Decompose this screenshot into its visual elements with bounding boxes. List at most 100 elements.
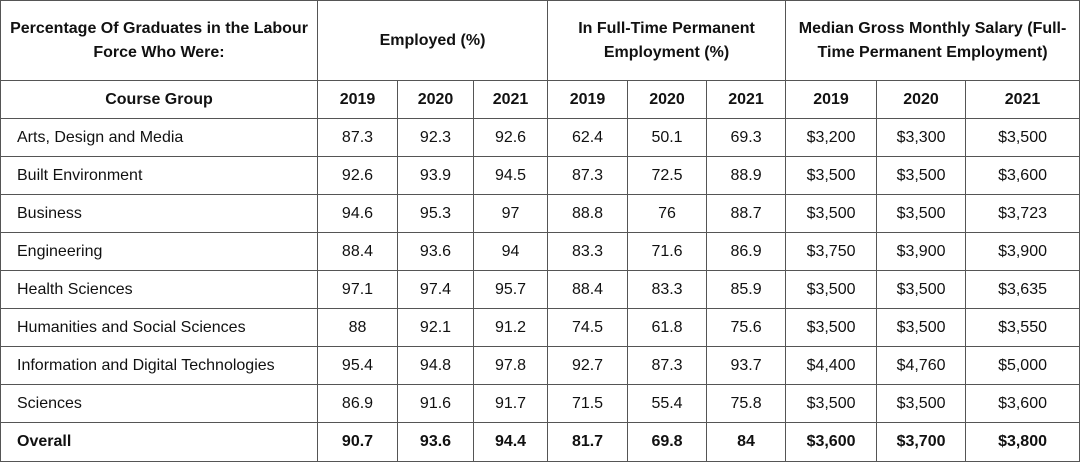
overall-row: Overall 90.7 93.6 94.4 81.7 69.8 84 $3,600 $3,70…	[0, 422, 1080, 462]
table-row: Sciences 86.9 91.6 91.7 71.5 55.4 75.8 $3,500 $3…	[0, 384, 1080, 423]
value-cell: 93.7	[706, 346, 787, 385]
table-corner-header: Percentage Of Graduates in the Labour Fo…	[0, 0, 318, 81]
value-cell: 55.4	[627, 384, 708, 423]
value-cell: 94.5	[472, 156, 549, 195]
value-cell: $3,900	[965, 232, 1080, 271]
value-cell: $3,500	[876, 384, 967, 423]
value-cell: $4,400	[785, 346, 878, 385]
value-cell: $3,800	[965, 422, 1080, 462]
course-group-cell: Built Environment	[0, 156, 318, 195]
value-cell: 75.6	[706, 308, 787, 347]
value-cell: $3,500	[876, 270, 967, 309]
value-cell: $3,500	[965, 118, 1080, 157]
year-header: 2021	[472, 80, 549, 119]
year-header: 2019	[785, 80, 878, 119]
value-cell: 97.8	[472, 346, 549, 385]
value-cell: 84	[706, 422, 787, 462]
value-cell: 94.6	[317, 194, 398, 233]
value-cell: $5,000	[965, 346, 1080, 385]
value-cell: 88.4	[317, 232, 398, 271]
value-cell: 93.6	[397, 422, 474, 462]
value-cell: 72.5	[627, 156, 708, 195]
value-cell: 92.6	[317, 156, 398, 195]
value-cell: 88.7	[706, 194, 787, 233]
year-header: 2020	[397, 80, 474, 119]
course-group-cell: Sciences	[0, 384, 318, 423]
table-row: Information and Digital Technologies 95.4…	[0, 346, 1080, 385]
value-cell: 69.8	[627, 422, 708, 462]
value-cell: $4,760	[876, 346, 967, 385]
value-cell: 69.3	[706, 118, 787, 157]
value-cell: 97.1	[317, 270, 398, 309]
value-cell: 86.9	[317, 384, 398, 423]
table-body: Arts, Design and Media 87.3 92.3 92.6 62.4 50…	[0, 118, 1080, 462]
value-cell: $3,700	[876, 422, 967, 462]
value-cell: 87.3	[317, 118, 398, 157]
value-cell: $3,550	[965, 308, 1080, 347]
course-group-cell: Health Sciences	[0, 270, 318, 309]
year-header: 2019	[547, 80, 629, 119]
value-cell: $3,500	[876, 308, 967, 347]
value-cell: 61.8	[627, 308, 708, 347]
value-cell: $3,750	[785, 232, 878, 271]
header-employed: Employed (%)	[316, 0, 549, 81]
course-group-cell: Overall	[0, 422, 318, 462]
year-header: 2019	[317, 80, 398, 119]
value-cell: $3,500	[785, 194, 878, 233]
value-cell: 87.3	[627, 346, 708, 385]
value-cell: 92.1	[397, 308, 474, 347]
header-median-salary: Median Gross Monthly Salary (Full-Time P…	[785, 0, 1080, 81]
value-cell: $3,500	[876, 156, 967, 195]
table-row: Built Environment 92.6 93.9 94.5 87.3 72.5 88.…	[0, 156, 1080, 195]
value-cell: 87.3	[547, 156, 629, 195]
course-group-cell: Information and Digital Technologies	[0, 346, 318, 385]
value-cell: 83.3	[627, 270, 708, 309]
header-row-groups: Percentage Of Graduates in the Labour Fo…	[0, 0, 1080, 81]
value-cell: $3,300	[876, 118, 967, 157]
value-cell: 83.3	[547, 232, 629, 271]
value-cell: 90.7	[317, 422, 398, 462]
value-cell: $3,500	[785, 384, 878, 423]
value-cell: 92.6	[472, 118, 549, 157]
value-cell: 91.2	[472, 308, 549, 347]
year-header: 2021	[965, 80, 1080, 119]
value-cell: $3,500	[785, 156, 878, 195]
table-row: Health Sciences 97.1 97.4 95.7 88.4 83.3 85.9 $…	[0, 270, 1080, 309]
value-cell: $3,500	[785, 308, 878, 347]
value-cell: 88.8	[547, 194, 629, 233]
value-cell: 95.4	[317, 346, 398, 385]
course-group-cell: Engineering	[0, 232, 318, 271]
value-cell: $3,900	[876, 232, 967, 271]
value-cell: 92.7	[547, 346, 629, 385]
value-cell: 93.6	[397, 232, 474, 271]
year-header: 2021	[706, 80, 787, 119]
header-row-years: Course Group 2019 2020 2021 2019 2020 20…	[0, 80, 1080, 119]
value-cell: 94.4	[472, 422, 549, 462]
course-group-header: Course Group	[0, 80, 318, 119]
value-cell: 50.1	[627, 118, 708, 157]
value-cell: 62.4	[547, 118, 629, 157]
value-cell: 75.8	[706, 384, 787, 423]
value-cell: 95.7	[472, 270, 549, 309]
value-cell: 88.9	[706, 156, 787, 195]
value-cell: 91.6	[397, 384, 474, 423]
value-cell: 93.9	[397, 156, 474, 195]
value-cell: 85.9	[706, 270, 787, 309]
value-cell: $3,723	[965, 194, 1080, 233]
value-cell: 74.5	[547, 308, 629, 347]
header-fulltime-permanent: In Full-Time Permanent Employment (%)	[547, 0, 787, 81]
value-cell: 97	[472, 194, 549, 233]
year-header: 2020	[627, 80, 708, 119]
table-row: Humanities and Social Sciences 88 92.1 91.2…	[0, 308, 1080, 347]
value-cell: 88.4	[547, 270, 629, 309]
table-row: Arts, Design and Media 87.3 92.3 92.6 62.4 50…	[0, 118, 1080, 157]
value-cell: 95.3	[397, 194, 474, 233]
value-cell: 94.8	[397, 346, 474, 385]
value-cell: $3,500	[785, 270, 878, 309]
value-cell: 71.6	[627, 232, 708, 271]
value-cell: $3,500	[876, 194, 967, 233]
value-cell: 91.7	[472, 384, 549, 423]
value-cell: 88	[317, 308, 398, 347]
value-cell: 94	[472, 232, 549, 271]
